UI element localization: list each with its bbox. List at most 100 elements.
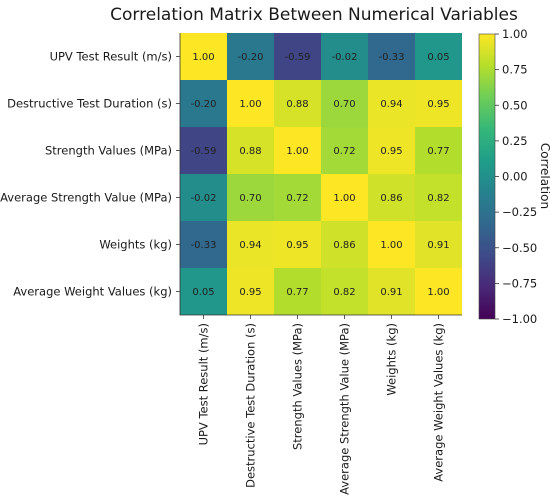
- row-labels: UPV Test Result (m/s) Destructive Test Du…: [0, 50, 180, 299]
- heatmap-cell: [415, 127, 462, 174]
- cell-value-label: 0.82: [427, 193, 449, 204]
- column-label: Average Strength Value (MPa): [338, 323, 352, 495]
- row-label: Strength Values (MPa): [45, 144, 172, 158]
- colorbar-tick-label: 1.00: [502, 27, 528, 41]
- heatmap-cell: [321, 174, 368, 221]
- chart-title: Correlation Matrix Between Numerical Var…: [110, 5, 518, 25]
- column-label: Destructive Test Duration (s): [244, 323, 258, 488]
- heatmap-cell: [180, 268, 227, 315]
- cell-value-label: 0.86: [333, 240, 355, 251]
- colorbar-tick-label: −0.25: [502, 205, 537, 219]
- cell-value-label: 1.00: [239, 99, 261, 110]
- column-label: Weights (kg): [385, 323, 399, 396]
- cell-value-label: 0.95: [286, 240, 308, 251]
- colorbar-tick-label: −1.00: [502, 312, 537, 326]
- cell-value-label: 0.88: [239, 146, 261, 157]
- cell-value-label: 0.95: [427, 99, 449, 110]
- cell-value-label: 1.00: [427, 287, 449, 298]
- colorbar-tick-label: 0.50: [502, 98, 528, 112]
- colorbar-label: Correlation: [538, 143, 550, 209]
- heatmap-cell: [227, 127, 274, 174]
- heatmap-cell: [321, 221, 368, 268]
- heatmap-cell: [368, 127, 415, 174]
- heatmap-cell: [274, 174, 321, 221]
- heatmap-cell: [227, 33, 274, 80]
- heatmap-cell: [227, 268, 274, 315]
- row-label: Average Strength Value (MPa): [0, 191, 172, 205]
- heatmap-cell: [368, 80, 415, 127]
- cell-value-label: -0.20: [238, 52, 264, 63]
- heatmap-cell: [227, 174, 274, 221]
- row-label: UPV Test Result (m/s): [50, 50, 172, 64]
- cell-value-label: 0.88: [286, 99, 308, 110]
- cell-value-label: 0.05: [192, 287, 214, 298]
- cell-value-label: -0.02: [191, 193, 217, 204]
- axes-frame: [179, 33, 462, 316]
- heatmap-cell: [368, 268, 415, 315]
- heatmap-cell: [415, 33, 462, 80]
- heatmap-cell: [227, 221, 274, 268]
- cell-value-label: 1.00: [192, 52, 214, 63]
- heatmap-cell: [368, 33, 415, 80]
- row-label: Weights (kg): [99, 238, 172, 252]
- heatmap-cell: [180, 221, 227, 268]
- cell-value-label: 0.77: [286, 287, 308, 298]
- colorbar-tick-label: 0.75: [502, 63, 528, 77]
- heatmap-cell: [415, 80, 462, 127]
- heatmap-cell: [274, 33, 321, 80]
- cell-value-label: 0.77: [427, 146, 449, 157]
- cell-value-label: 1.00: [286, 146, 308, 157]
- column-label: Average Weight Values (kg): [432, 323, 446, 482]
- cell-value-label: 0.94: [239, 240, 261, 251]
- cell-value-label: -0.20: [191, 99, 217, 110]
- heatmap-cell: [180, 33, 227, 80]
- cell-value-label: 0.91: [427, 240, 449, 251]
- heatmap-cell: [274, 268, 321, 315]
- heatmap-cell: [321, 127, 368, 174]
- heatmap-cells: 1.00 -0.20 -0.59 -0.02 -0.33 0.05 -0.20 1.00 0.8…: [179, 33, 462, 316]
- heatmap-cell: [415, 221, 462, 268]
- column-labels: UPV Test Result (m/s) Destructive Test Du…: [197, 315, 446, 495]
- cell-value-label: -0.33: [191, 240, 217, 251]
- cell-value-label: 0.70: [333, 99, 355, 110]
- cell-value-label: 0.91: [380, 287, 402, 298]
- cell-value-label: 1.00: [380, 240, 402, 251]
- heatmap-cell: [321, 80, 368, 127]
- heatmap-cell: [415, 268, 462, 315]
- cell-value-label: 0.95: [380, 146, 402, 157]
- heatmap-cell: [274, 127, 321, 174]
- column-label: Strength Values (MPa): [291, 323, 305, 450]
- cell-value-label: 0.86: [380, 193, 402, 204]
- cell-value-label: 0.05: [427, 52, 449, 63]
- heatmap-cell: [368, 174, 415, 221]
- row-label: Destructive Test Duration (s): [7, 97, 172, 111]
- heatmap-cell: [321, 268, 368, 315]
- colorbar-tick-label: 0.25: [502, 134, 528, 148]
- cell-value-label: 0.95: [239, 287, 261, 298]
- colorbar-tick-label: −0.75: [502, 276, 537, 290]
- cell-value-label: -0.59: [285, 52, 311, 63]
- heatmap-cell: [180, 127, 227, 174]
- cell-value-label: 0.82: [333, 287, 355, 298]
- heatmap-cell: [227, 80, 274, 127]
- row-label: Average Weight Values (kg): [13, 285, 172, 299]
- cell-value-label: 0.70: [239, 193, 261, 204]
- heatmap-cell: [180, 80, 227, 127]
- colorbar-ticks: 1.00 0.75 0.50 0.25 0.00 −0.25 −0.50 −0.75 −1.00: [495, 27, 537, 326]
- heatmap-cell: [180, 174, 227, 221]
- cell-value-label: 0.72: [333, 146, 355, 157]
- colorbar-gradient: [478, 33, 496, 320]
- cell-value-label: -0.02: [332, 52, 358, 63]
- colorbar-tick-label: −0.50: [502, 241, 537, 255]
- heatmap-cell: [368, 221, 415, 268]
- cell-value-label: 1.00: [333, 193, 355, 204]
- colorbar-tick-label: 0.00: [502, 170, 528, 184]
- heatmap-cell: [415, 174, 462, 221]
- colorbar: 1.00 0.75 0.50 0.25 0.00 −0.25 −0.50 −0.75 −1.00…: [478, 27, 550, 326]
- heatmap-cell: [321, 33, 368, 80]
- heatmap-cell: [274, 80, 321, 127]
- cell-value-label: -0.59: [191, 146, 217, 157]
- column-label: UPV Test Result (m/s): [197, 323, 211, 445]
- cell-value-label: 0.94: [380, 99, 402, 110]
